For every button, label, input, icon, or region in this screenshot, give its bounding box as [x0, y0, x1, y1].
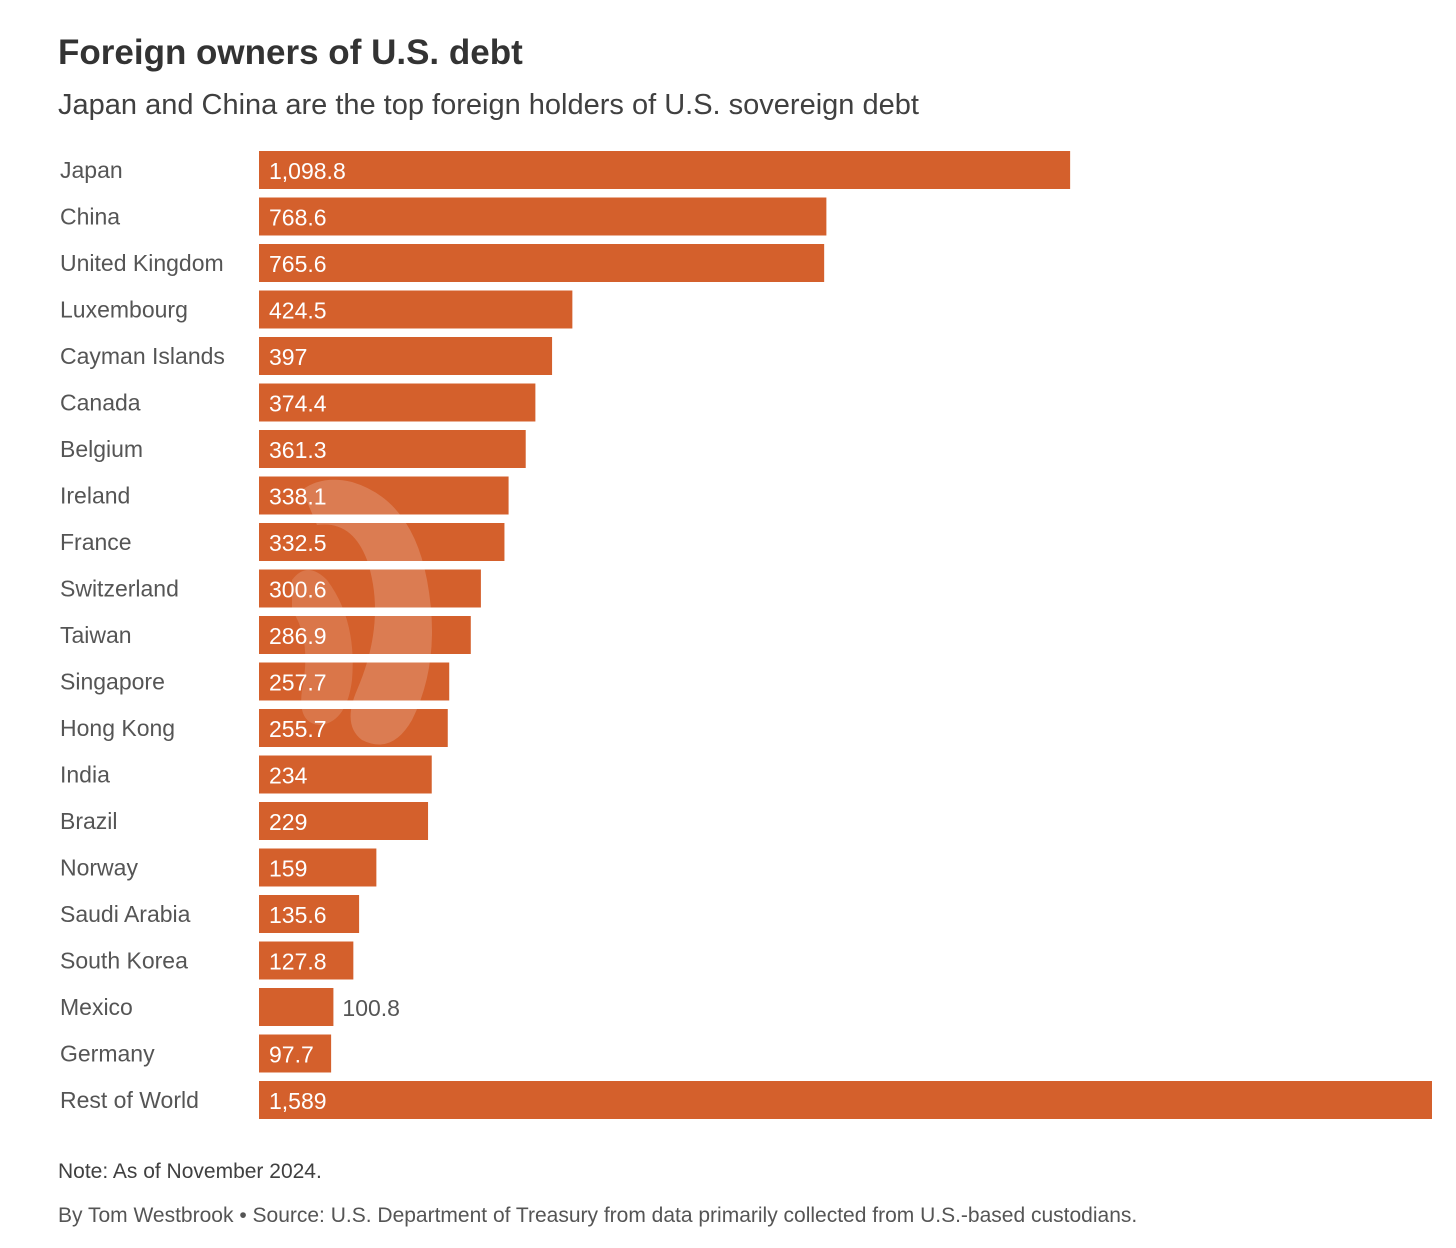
value-label: 135.6: [269, 902, 327, 928]
value-label: 286.9: [269, 623, 327, 649]
value-label: 255.7: [269, 716, 327, 742]
chart-credit: By Tom Westbrook • Source: U.S. Departme…: [58, 1204, 1137, 1228]
category-label: South Korea: [60, 948, 188, 974]
value-label: 1,098.8: [269, 158, 346, 184]
category-label: Saudi Arabia: [60, 901, 191, 927]
credit-separator: •: [239, 1204, 247, 1227]
value-label: 768.6: [269, 205, 327, 231]
category-label: France: [60, 529, 132, 555]
category-label: Cayman Islands: [60, 343, 225, 369]
bar: [259, 151, 1071, 189]
bar: [259, 1034, 332, 1073]
bar: [259, 244, 825, 282]
category-label: Canada: [60, 390, 141, 416]
value-label: 159: [269, 856, 307, 882]
value-label: 424.5: [269, 298, 327, 324]
value-label: 397: [269, 344, 307, 370]
bar: [259, 988, 334, 1026]
chart-subtitle: Japan and China are the top foreign hold…: [58, 89, 919, 121]
category-label: Ireland: [60, 483, 130, 509]
category-label: China: [60, 204, 120, 230]
chart-note: Note: As of November 2024.: [58, 1160, 322, 1183]
value-label: 100.8: [342, 995, 400, 1021]
category-label: India: [60, 762, 110, 788]
category-label: Luxembourg: [60, 297, 188, 323]
category-label: Hong Kong: [60, 715, 175, 741]
bar: [259, 430, 526, 468]
value-label: 374.4: [269, 391, 327, 417]
byline: By Tom Westbrook: [58, 1204, 234, 1227]
category-label: United Kingdom: [60, 250, 224, 276]
bar-chart: Japan 1,098.8 China 768.6 United Kingdom 765.…: [60, 151, 1432, 1119]
bar: [259, 1081, 1432, 1119]
bar: [259, 895, 360, 933]
value-label: 338.1: [269, 484, 327, 510]
bar: [259, 383, 536, 422]
value-label: 97.7: [269, 1042, 314, 1068]
bar: [259, 337, 553, 375]
value-label: 765.6: [269, 251, 327, 277]
category-label: Brazil: [60, 808, 118, 834]
value-label: 257.7: [269, 670, 327, 696]
bar: [259, 290, 573, 329]
category-label: Belgium: [60, 436, 143, 462]
category-label: Singapore: [60, 669, 165, 695]
category-label: Germany: [60, 1041, 155, 1067]
bar: [259, 755, 432, 794]
value-label: 229: [269, 809, 307, 835]
category-label: Japan: [60, 157, 123, 183]
category-label: Mexico: [60, 994, 133, 1020]
bar: [259, 941, 354, 980]
bar: [259, 616, 471, 654]
bar: [259, 848, 377, 887]
bar: [259, 662, 450, 701]
value-label: 234: [269, 763, 308, 789]
bar: [259, 569, 481, 608]
bar: [259, 802, 429, 840]
chart-title: Foreign owners of U.S. debt: [58, 33, 523, 72]
value-label: 1,589: [269, 1088, 327, 1114]
source-text: Source: U.S. Department of Treasury from…: [252, 1204, 1138, 1227]
category-label: Norway: [60, 855, 138, 881]
value-label: 300.6: [269, 577, 327, 603]
bar: [259, 709, 448, 747]
category-label: Rest of World: [60, 1087, 199, 1113]
bar: [259, 476, 509, 515]
category-label: Taiwan: [60, 622, 132, 648]
bar: [259, 197, 827, 236]
value-label: 361.3: [269, 437, 327, 463]
value-label: 127.8: [269, 949, 327, 975]
bar: [259, 523, 505, 561]
category-label: Switzerland: [60, 576, 179, 602]
value-label: 332.5: [269, 530, 327, 556]
